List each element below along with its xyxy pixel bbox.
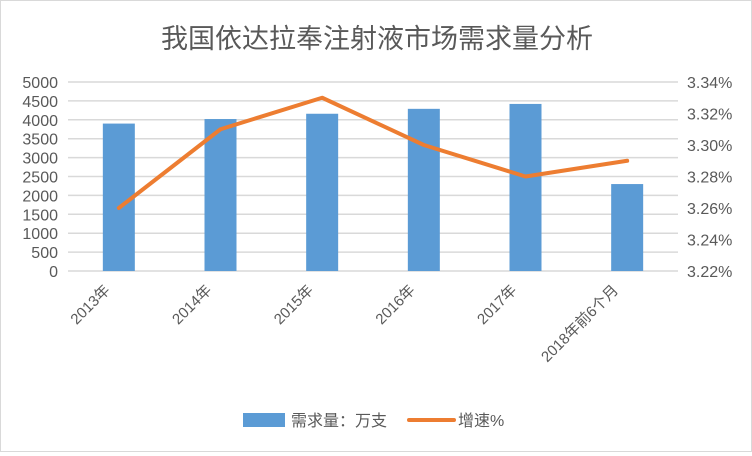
bar (611, 184, 643, 271)
y-left-tick-label: 0 (49, 264, 58, 281)
y-right-tick-label: 3.32% (687, 107, 732, 124)
y-left-tick-label: 5000 (22, 75, 58, 92)
y-left-tick-label: 4000 (22, 113, 58, 130)
bar (510, 104, 542, 271)
y-right-tick-label: 3.22% (687, 264, 732, 281)
x-tick-label: 2016年 (372, 282, 418, 328)
chart-title: 我国依达拉奉注射液市场需求量分析 (161, 24, 593, 54)
legend-label-line: 增速% (458, 412, 504, 430)
y-left-tick-label: 4500 (22, 94, 58, 111)
y-left-tick-label: 1000 (22, 226, 58, 243)
bar (408, 109, 440, 271)
x-tick-label: 2017年 (474, 282, 520, 328)
x-tick-label: 2013年 (67, 282, 113, 328)
legend-swatch-bar (243, 413, 285, 427)
y-left-tick-label: 1500 (22, 207, 58, 224)
line-series (119, 98, 627, 208)
bar (205, 119, 237, 271)
legend: 需求量：万支 增速% (243, 412, 504, 430)
bar (306, 114, 338, 271)
y-right-tick-label: 3.34% (687, 75, 732, 92)
y-left-tick-label: 2000 (22, 188, 58, 205)
legend-label-bar: 需求量：万支 (291, 412, 387, 430)
y-right-tick-label: 3.30% (687, 138, 732, 155)
x-tick-label: 2014年 (169, 282, 215, 328)
y-left-tick-label: 3000 (22, 151, 58, 168)
y-right-tick-label: 3.28% (687, 170, 732, 187)
x-tick-label: 2015年 (271, 282, 317, 328)
y-right-tick-label: 3.26% (687, 201, 732, 218)
x-tick-label: 2018年前6个月 (538, 282, 622, 366)
y-right-tick-label: 3.24% (687, 233, 732, 250)
y-left-tick-label: 3500 (22, 132, 58, 149)
y-left-tick-label: 500 (31, 245, 58, 262)
y-left-tick-label: 2500 (22, 170, 58, 187)
